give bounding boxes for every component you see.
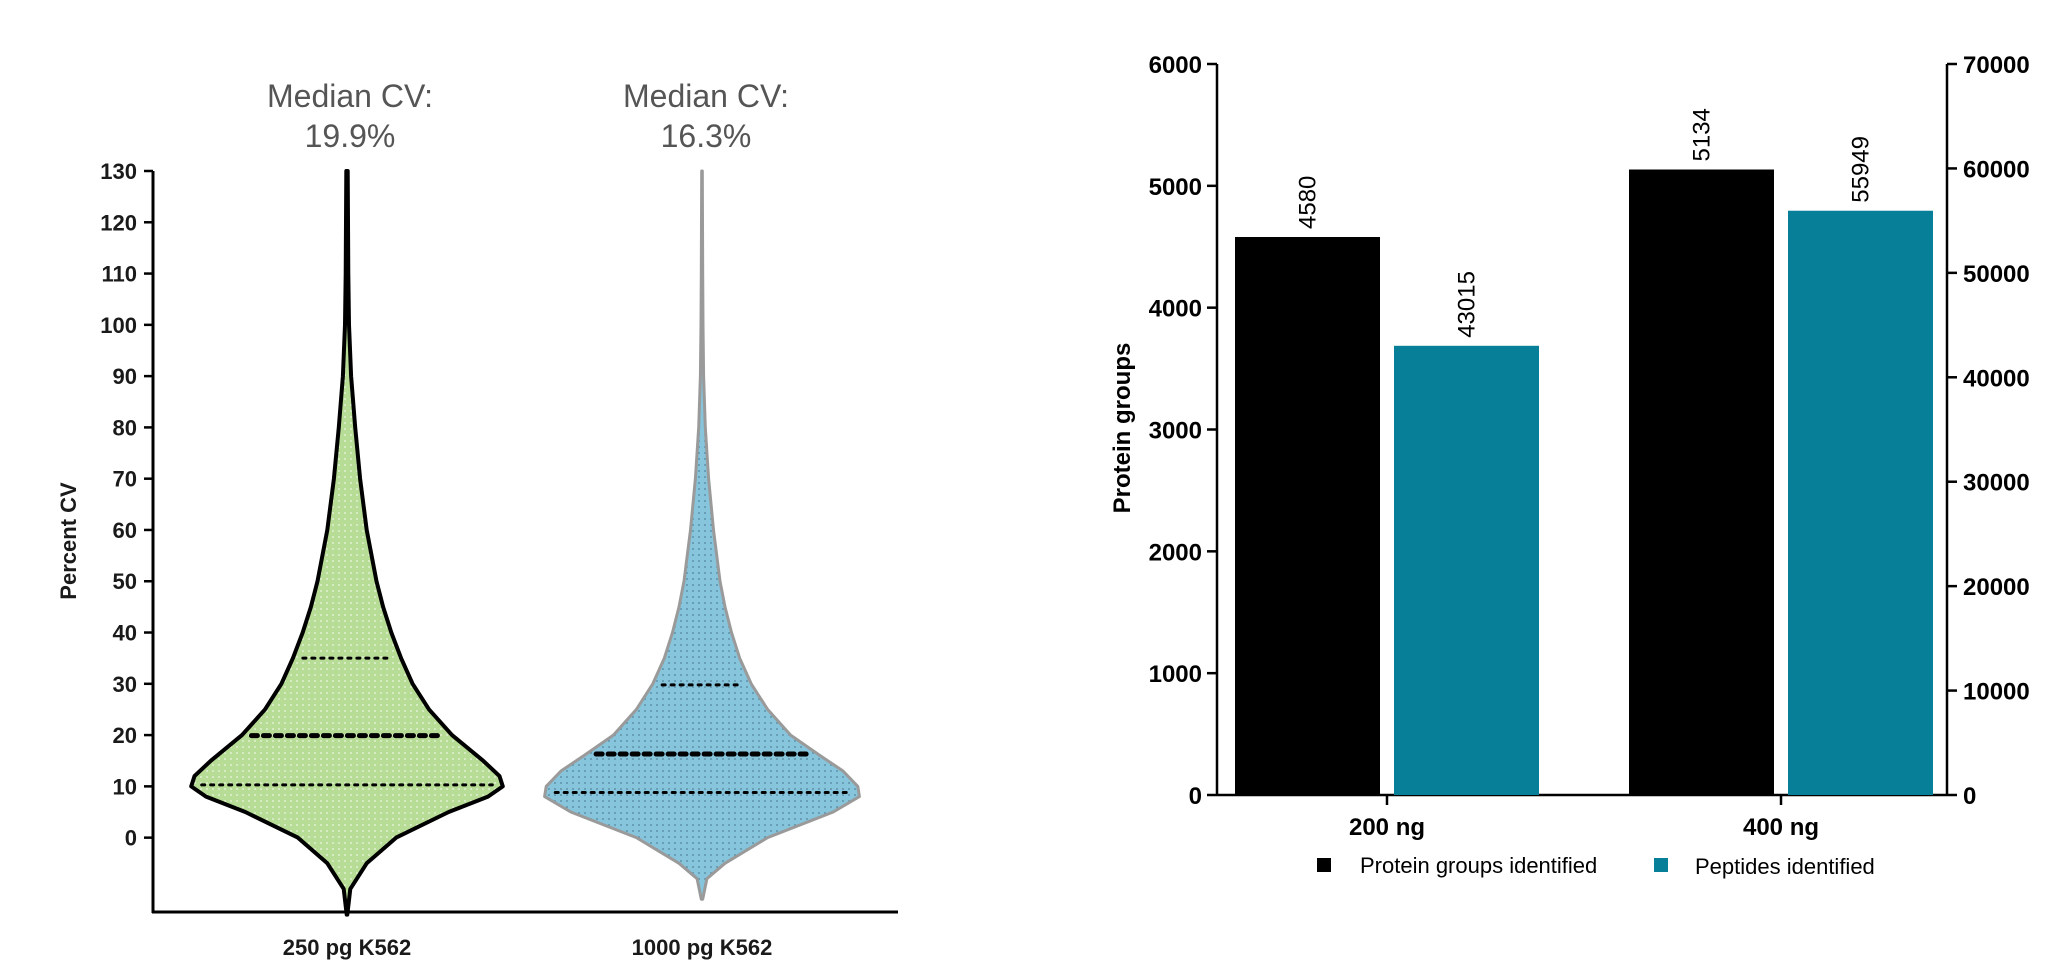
violin-body-1	[189, 169, 505, 917]
bar-protein-2	[1629, 169, 1774, 795]
bar-y-tick-label-left: 2000	[1149, 539, 1202, 566]
violin-y-tick-label: 30	[113, 672, 137, 697]
violin-y-tick-label: 100	[100, 313, 137, 338]
legend: Protein groups identified Peptides ident…	[1317, 853, 1875, 879]
bar-peptide-2	[1788, 210, 1933, 795]
violin-y-tick-label: 90	[113, 364, 137, 389]
legend-swatch-protein	[1317, 858, 1331, 872]
violin-y-tick-label: 60	[113, 518, 137, 543]
bar-y-tick-label-left: 3000	[1149, 418, 1202, 445]
violin-title-1-line1: Median CV:	[267, 78, 433, 114]
legend-label-peptide: Peptides identified	[1695, 854, 1875, 879]
violin-title-1-line2: 19.9%	[305, 118, 396, 154]
violin-y-tick-label: 0	[125, 826, 137, 851]
bar-y-tick-label-left: 4000	[1149, 296, 1202, 323]
bar-category-label-1: 200 ng	[1349, 814, 1425, 841]
violin-y-tick-label: 50	[113, 569, 137, 594]
violin-title-2-line2: 16.3%	[661, 118, 752, 154]
bar-value-label: 5134	[1689, 108, 1716, 161]
violin-layer	[189, 169, 861, 917]
violin-y-tick-label: 80	[113, 415, 137, 440]
violin-y-tick-label: 70	[113, 467, 137, 492]
bar-peptide-1	[1394, 345, 1539, 795]
violin-title-1: Median CV: 19.9%	[267, 78, 433, 154]
legend-swatch-peptide	[1654, 858, 1668, 872]
bar-value-label: 55949	[1848, 136, 1875, 203]
legend-label-protein: Protein groups identified	[1360, 853, 1597, 878]
bar-axes: 0100020003000400050006000010000200003000…	[1149, 52, 2030, 810]
bar-y-tick-label-left: 1000	[1149, 661, 1202, 688]
violin-y-axis-label: Percent CV	[56, 482, 81, 600]
violin-chart: 0 10 20 30 40 50 60 70 80 90 100 110 120 130 Percent …	[56, 78, 898, 960]
bar-value-label: 4580	[1295, 176, 1322, 229]
violin-y-tick-label: 130	[100, 159, 137, 184]
bar-y-tick-label-left: 6000	[1149, 52, 1202, 79]
bar-y-tick-label-right: 0	[1963, 783, 1976, 810]
bar-y-axis-label: Protein groups	[1109, 343, 1136, 514]
bar-value-label: 43015	[1454, 271, 1481, 338]
bar-protein-1	[1235, 237, 1380, 796]
violin-category-label-2: 1000 pg K562	[632, 935, 773, 960]
violin-category-label-1: 250 pg K562	[283, 935, 411, 960]
bar-y-tick-label-right: 20000	[1963, 574, 2030, 601]
bar-y-tick-label-right: 10000	[1963, 679, 2030, 706]
violin-y-tick-label: 10	[113, 774, 137, 799]
bar-y-tick-label-right: 50000	[1963, 261, 2030, 288]
violin-y-tick-label: 110	[102, 262, 138, 287]
bar-category-label-2: 400 ng	[1743, 814, 1819, 841]
violin-y-tick-label: 40	[113, 621, 137, 646]
bar-y-tick-label-left: 5000	[1149, 174, 1202, 201]
bar-y-tick-label-right: 70000	[1963, 52, 2030, 79]
violin-y-tick-label: 120	[100, 210, 137, 235]
bar-y-tick-label-right: 60000	[1963, 156, 2030, 183]
violin-title-2-line1: Median CV:	[623, 78, 789, 114]
violin-title-2: Median CV: 16.3%	[623, 78, 789, 154]
bar-y-tick-label-right: 40000	[1963, 365, 2030, 392]
violin-y-tick-label: 20	[113, 723, 137, 748]
bar-chart: 0100020003000400050006000010000200003000…	[1109, 52, 2030, 879]
bar-y-tick-label-right: 30000	[1963, 470, 2030, 497]
violin-body-2	[543, 169, 861, 901]
bar-layer: 4580 5134 43015 55949	[1235, 108, 1933, 796]
violin-axes: 0 10 20 30 40 50 60 70 80 90 100 110 120 130	[100, 159, 898, 914]
bar-y-tick-label-left: 0	[1189, 783, 1202, 810]
